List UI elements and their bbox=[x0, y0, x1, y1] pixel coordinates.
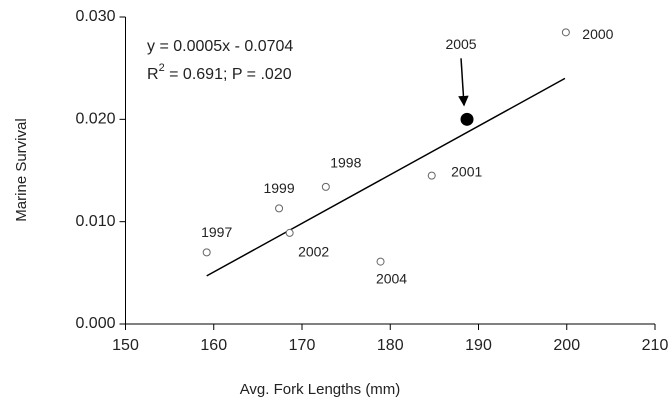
x-tick-label: 190 bbox=[465, 337, 492, 354]
x-tick-label: 150 bbox=[112, 337, 139, 354]
point-label: 2000 bbox=[582, 26, 613, 42]
y-tick-label: 0.030 bbox=[75, 8, 115, 25]
x-tick-label: 210 bbox=[642, 337, 669, 354]
y-tick-label: 0.010 bbox=[75, 213, 115, 230]
point-label: 2005 bbox=[445, 36, 476, 52]
point-label: 1999 bbox=[263, 180, 294, 196]
stats-sup: 2 bbox=[159, 62, 165, 74]
x-axis-label: Avg. Fork Lengths (mm) bbox=[240, 381, 401, 398]
point-label: 1998 bbox=[330, 155, 361, 171]
stats-prefix: R bbox=[147, 66, 159, 83]
arrow bbox=[458, 58, 469, 107]
x-tick-label: 200 bbox=[553, 337, 580, 354]
point-label: 2001 bbox=[451, 163, 482, 179]
stats: R2 = 0.691; P = .020 bbox=[147, 62, 292, 83]
stats-text: = 0.691; P = .020 bbox=[165, 66, 292, 83]
point bbox=[427, 171, 436, 180]
point bbox=[561, 28, 570, 37]
point bbox=[202, 248, 211, 257]
x-tick-label: 160 bbox=[200, 337, 227, 354]
trendline bbox=[206, 77, 566, 277]
y-axis-label: Marine Survival bbox=[13, 118, 30, 221]
y-tick-label: 0.000 bbox=[75, 315, 115, 332]
x-tick-label: 180 bbox=[377, 337, 404, 354]
point-label: 2002 bbox=[298, 244, 329, 260]
point bbox=[321, 182, 330, 191]
point bbox=[285, 228, 294, 237]
point-label: 1997 bbox=[201, 224, 232, 240]
point bbox=[376, 257, 385, 266]
y-tick-label: 0.020 bbox=[75, 111, 115, 128]
point bbox=[275, 204, 284, 213]
x-tick-label: 170 bbox=[289, 337, 316, 354]
equation: y = 0.0005x - 0.0704 bbox=[147, 38, 293, 55]
point bbox=[460, 112, 474, 126]
point-label: 2004 bbox=[376, 270, 407, 286]
